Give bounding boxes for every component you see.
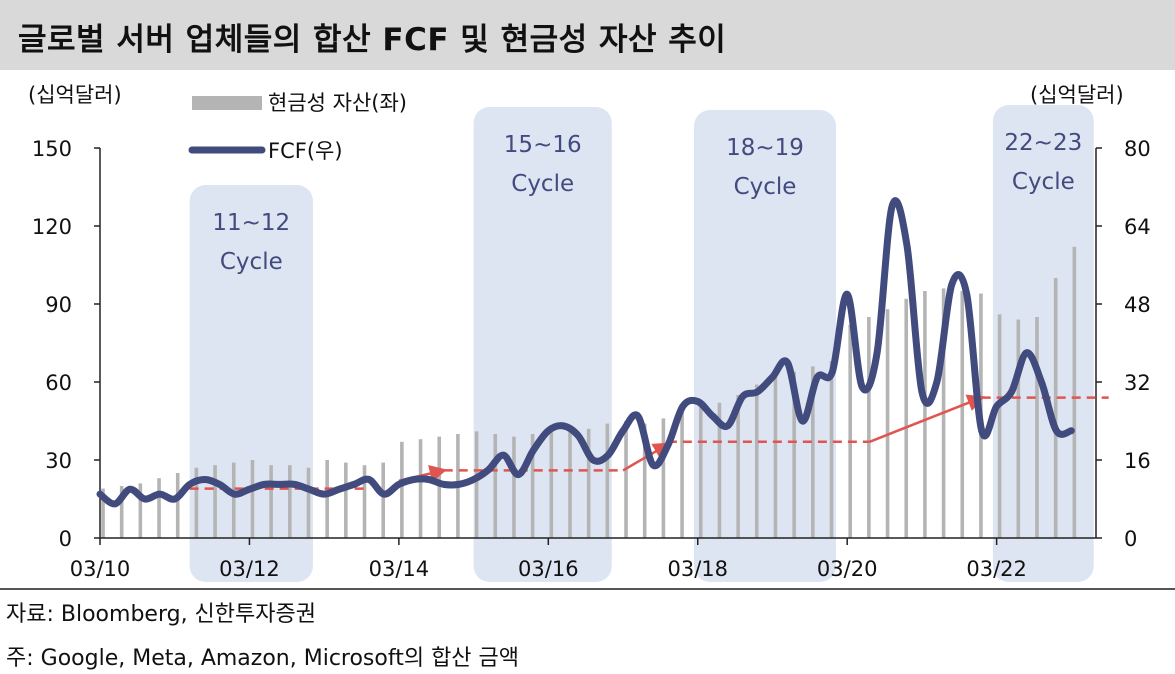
cash-bar	[680, 408, 684, 538]
right-tick-label: 80	[1124, 137, 1151, 161]
cash-bar	[867, 317, 871, 538]
cash-bar	[194, 467, 199, 538]
x-tick-label: 03/16	[518, 557, 579, 581]
cash-bar	[605, 423, 610, 538]
cash-bar	[493, 434, 498, 538]
cash-bar	[157, 478, 161, 538]
cash-bar	[754, 384, 759, 538]
x-tick-label: 03/20	[817, 557, 878, 581]
cash-bar	[138, 483, 143, 538]
cash-bar	[287, 465, 292, 538]
left-tick-label: 60	[45, 371, 72, 395]
left-tick-label: 150	[32, 137, 72, 161]
cash-bar	[325, 460, 329, 538]
cash-bar	[530, 434, 535, 538]
page-title: 글로벌 서버 업체들의 합산 FCF 및 현금성 자산 추이	[18, 22, 727, 58]
cash-bar	[773, 376, 778, 538]
cash-bar	[213, 465, 217, 538]
cash-bar	[1016, 319, 1021, 538]
legend: 현금성 자산(좌) FCF(우)	[188, 91, 407, 163]
cash-bar	[474, 431, 479, 538]
cash-bar	[437, 436, 442, 538]
cash-bar	[811, 366, 815, 538]
cash-bar	[904, 298, 909, 538]
cash-bar	[885, 309, 890, 538]
legend-bar-swatch	[192, 96, 262, 110]
cycle-label: 18~19	[726, 135, 804, 161]
cycle-sub-label: Cycle	[511, 171, 574, 197]
cash-bar	[306, 467, 311, 538]
cash-bar	[1035, 317, 1039, 538]
left-tick-label: 90	[45, 293, 72, 317]
right-tick-label: 0	[1124, 527, 1137, 551]
legend-line-label: FCF(우)	[268, 139, 343, 163]
cash-bar	[717, 402, 722, 538]
cash-bar	[792, 371, 796, 538]
cash-bar	[418, 439, 423, 538]
cash-bar	[1053, 278, 1058, 538]
x-tick-label: 03/14	[369, 557, 430, 581]
cash-bar	[512, 436, 516, 538]
cash-bar	[960, 291, 965, 538]
x-tick-label: 03/12	[219, 557, 280, 581]
left-tick-label: 30	[45, 449, 72, 473]
cash-bar	[269, 465, 273, 538]
fcf-line-group	[96, 197, 1075, 508]
cash-bar	[175, 473, 180, 538]
cash-bar	[661, 418, 666, 538]
axes: 0 30 60 90 120 150 0 16 32 48 64 80 03/10 03/12 03/14 0…	[32, 137, 1151, 581]
cash-bar	[736, 395, 740, 538]
right-tick-label: 32	[1124, 371, 1151, 395]
cycle-sub-label: Cycle	[220, 249, 283, 275]
cash-bar	[923, 291, 927, 538]
cycle-sub-label: Cycle	[1012, 169, 1075, 195]
right-tick-label: 16	[1124, 449, 1151, 473]
right-tick-label: 48	[1124, 293, 1151, 317]
cash-bar	[997, 314, 1002, 538]
trend-arrow	[869, 394, 985, 443]
left-tick-label: 120	[32, 215, 72, 239]
cash-bar	[642, 423, 647, 538]
cycle-sub-label: Cycle	[734, 174, 797, 200]
x-tick-label: 03/18	[667, 557, 728, 581]
cycle-label: 15~16	[504, 132, 582, 158]
cash-bar	[829, 361, 834, 538]
cash-bar	[549, 428, 554, 538]
left-unit-label: (십억달러)	[28, 83, 122, 107]
footnote: 주: Google, Meta, Amazon, Microsoft의 합산 금…	[6, 646, 520, 671]
chart: 0 30 60 90 120 150 0 16 32 48 64 80 03/10 03/12 03/14 0…	[28, 83, 1151, 582]
cash-bar	[586, 428, 591, 538]
footer-divider	[0, 588, 1175, 590]
cash-bar	[344, 462, 348, 538]
cash-bar	[362, 465, 367, 538]
cash-bar	[568, 431, 572, 538]
cycle-label: 11~12	[212, 210, 290, 236]
cash-bar	[119, 486, 124, 538]
right-unit-label: (십억달러)	[1030, 83, 1124, 107]
cash-bar	[698, 402, 703, 538]
fcf-line	[96, 197, 1075, 508]
legend-bar-label: 현금성 자산(좌)	[268, 91, 407, 115]
right-tick-label: 64	[1124, 215, 1151, 239]
trend-arrow	[622, 442, 671, 472]
cycle-labels: 11~12 Cycle 15~16 Cycle 18~19 Cycle 22~23 Cycle	[212, 130, 1082, 275]
x-tick-label: 03/22	[966, 557, 1027, 581]
cash-bar	[231, 462, 236, 538]
left-tick-label: 0	[59, 527, 72, 551]
x-tick-label: 03/10	[70, 557, 131, 581]
cash-bar	[101, 488, 105, 538]
cash-bar	[381, 462, 385, 538]
cash-bar	[1072, 246, 1077, 539]
cycle-band	[694, 110, 836, 582]
cycle-label: 22~23	[1004, 130, 1082, 156]
cash-bar	[624, 421, 628, 538]
cash-bar	[400, 441, 404, 538]
cycle-bands	[189, 105, 1094, 582]
source-note: 자료: Bloomberg, 신한투자증권	[6, 602, 316, 627]
cash-bar	[848, 324, 852, 538]
title-bar: 글로벌 서버 업체들의 합산 FCF 및 현금성 자산 추이	[0, 0, 1175, 70]
cash-bar	[250, 460, 255, 538]
